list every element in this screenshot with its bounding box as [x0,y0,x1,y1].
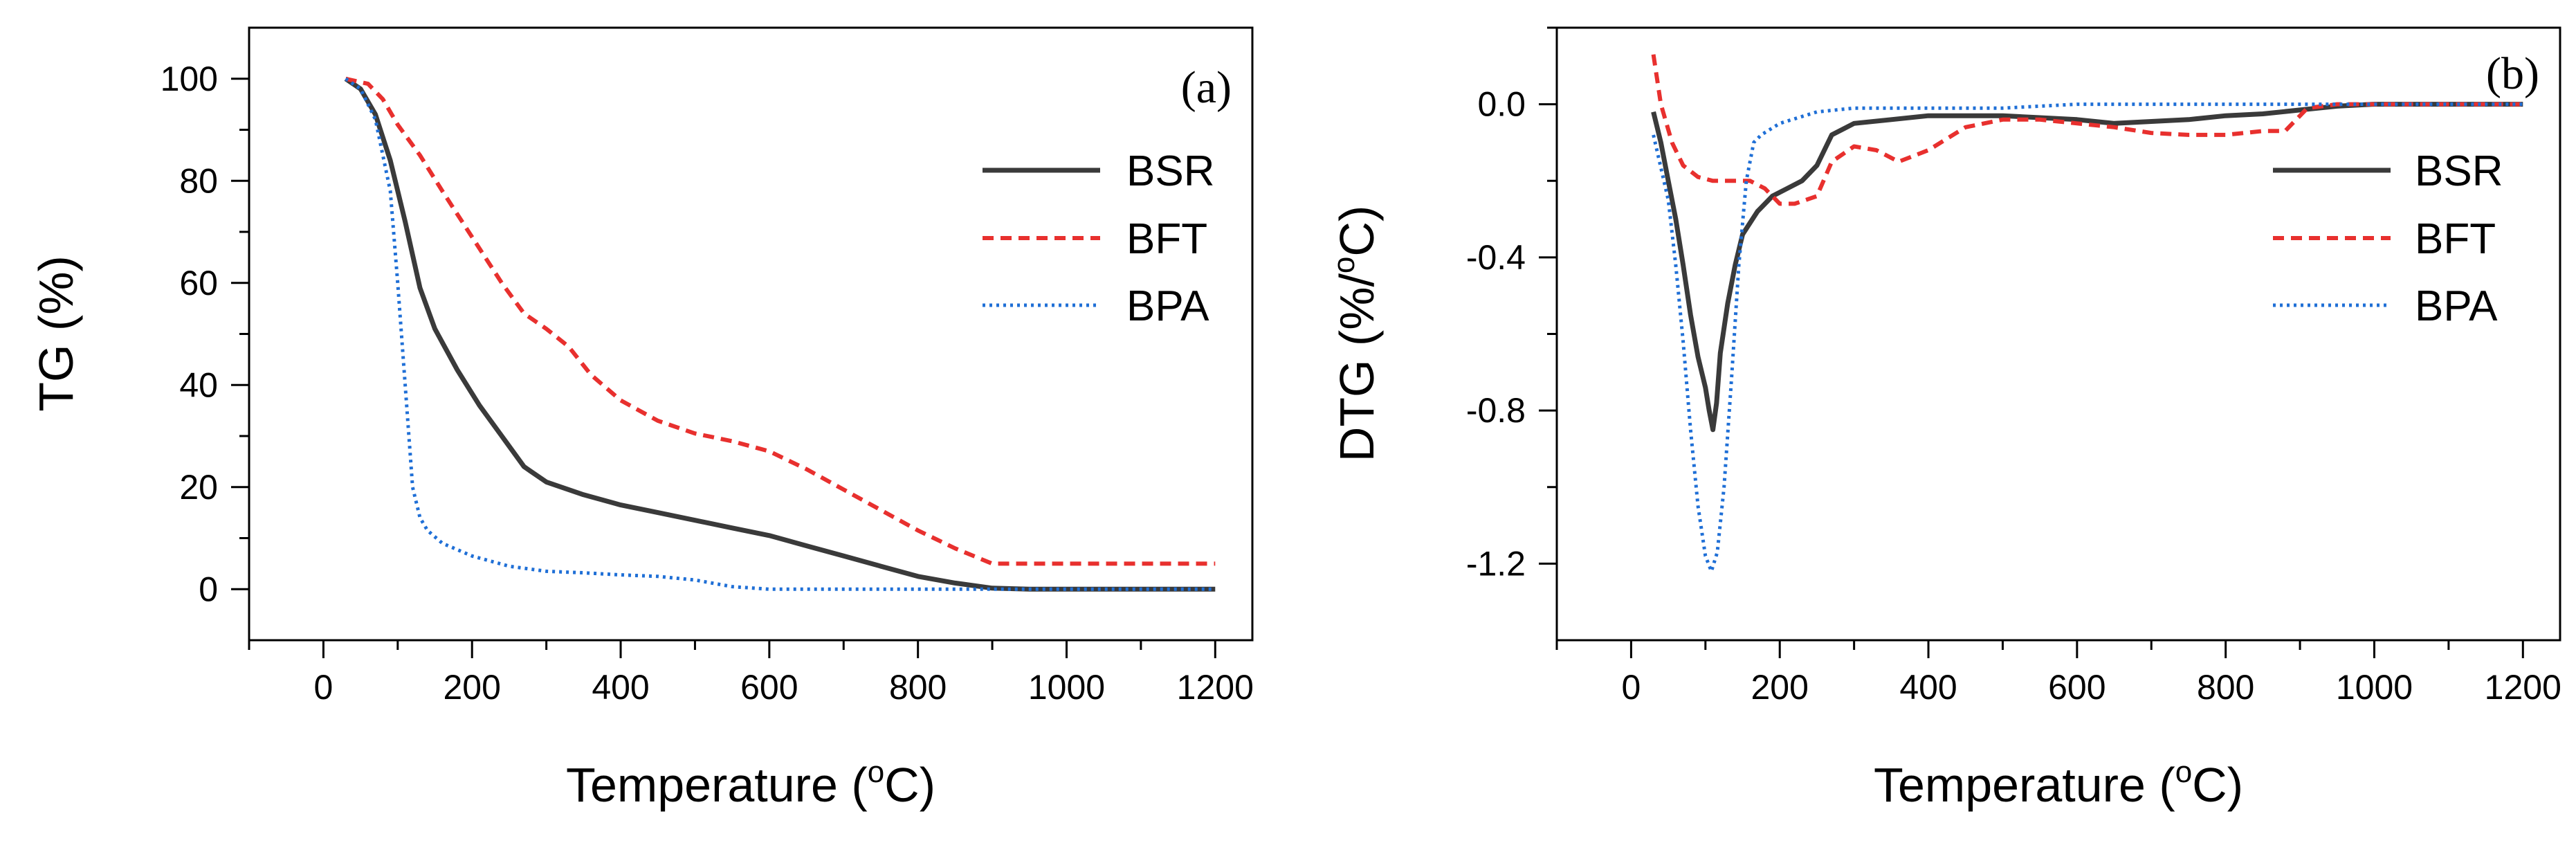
panel-b-ticks [1539,26,2524,658]
panel-b-x-axis-title: Temperature (oC) [1874,755,2243,812]
panel-a-ytick-label-80: 80 [179,161,218,200]
panel-a-legend-label-bsr: BSR [1126,147,1214,195]
panel-b-legend-label-bsr: BSR [2415,147,2503,195]
panel-a-xtick-label-200: 200 [444,668,501,707]
panel-b-series-bpa [1652,102,2523,573]
panel-a-x-axis-title: Temperature (oC) [566,755,935,812]
panel-a-xtick-label-0: 0 [314,668,334,707]
panel-a-series-bpa [345,77,1216,591]
panel-b-ytick-label-neg08: -0.8 [1466,391,1526,430]
panel-a-ytick-label-60: 60 [179,264,218,302]
panel-b: 0 200 400 600 800 1000 1200 0.0 -0.4 -0.… [1327,26,2561,812]
panel-a-ytick-label-100: 100 [161,60,218,98]
panel-b-xtick-label-1000: 1000 [2336,668,2413,707]
panel-a-label: (a) [1181,62,1232,113]
panel-b-series-bsr [1651,102,2523,433]
panel-a-ytick-label-20: 20 [179,468,218,507]
panel-b-legend-label-bft: BFT [2415,215,2496,263]
panel-a-legend-label-bft: BFT [1126,215,1207,263]
panel-a-y-axis-title: TG (%) [29,255,83,412]
panel-a-ticks [231,78,1216,658]
panel-a-legend-label-bpa: BPA [1126,282,1209,330]
panel-b-series-bft [1651,54,2523,206]
panel-b-xtick-label-400: 400 [1899,668,1957,707]
panel-b-xtick-label-0: 0 [1622,668,1641,707]
panel-b-legend-label-bpa: BPA [2415,282,2498,330]
panel-b-xtick-label-800: 800 [2197,668,2254,707]
panel-b-y-axis-title: DTG (%/oC) [1327,206,1384,462]
panel-b-xtick-label-1200: 1200 [2485,668,2561,707]
panel-b-label: (b) [2486,48,2539,99]
panel-a-series-bsr [344,76,1216,592]
panel-a-xtick-label-600: 600 [740,668,798,707]
panel-b-xtick-label-200: 200 [1751,668,1809,707]
panel-a-ytick-label-0: 0 [199,570,218,608]
panel-b-xtick-label-600: 600 [2048,668,2105,707]
panel-a-series-bft [345,76,1216,566]
panel-a-ytick-label-40: 40 [179,365,218,404]
panel-b-ytick-label-0: 0.0 [1477,85,1526,124]
panel-a: 0 200 400 600 800 1000 1200 0 20 40 60 8… [29,26,1254,812]
panel-b-ytick-label-neg12: -1.2 [1466,544,1526,583]
panel-a-xtick-label-400: 400 [592,668,649,707]
panel-a-legend: BSR BFT BPA [983,147,1214,330]
panel-a-xtick-label-800: 800 [889,668,947,707]
panel-a-plot-frame [248,26,1254,642]
panel-b-legend: BSR BFT BPA [2273,147,2503,330]
panel-b-ytick-label-neg04: -0.4 [1466,238,1526,277]
panel-a-xtick-label-1200: 1200 [1177,668,1254,707]
panel-a-xtick-label-1000: 1000 [1028,668,1105,707]
